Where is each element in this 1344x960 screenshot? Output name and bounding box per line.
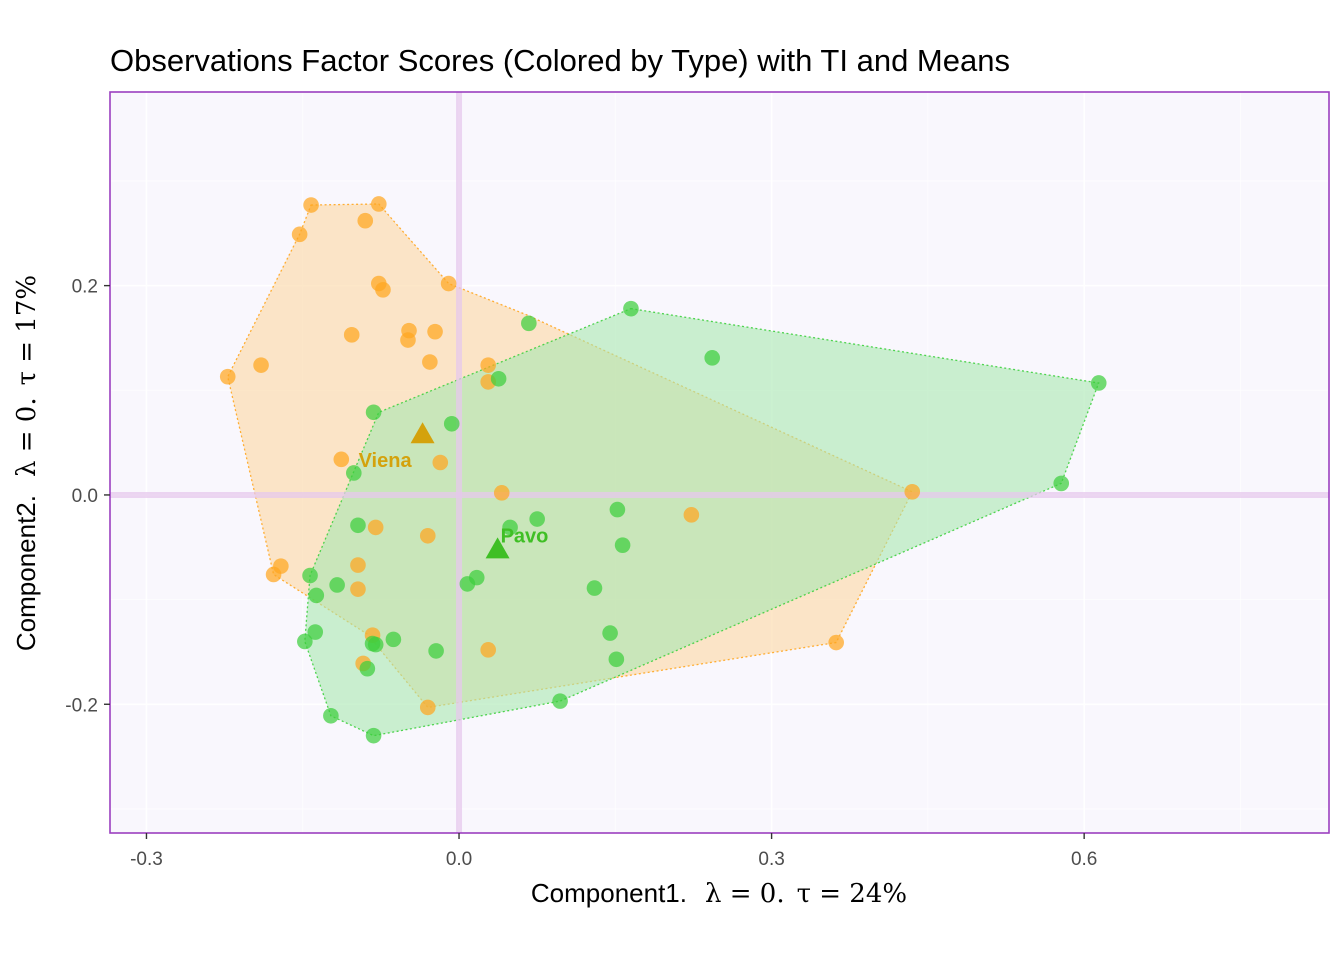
point-pavo <box>365 727 382 744</box>
y-axis-label: Component2. λ = 0. τ = 17% <box>11 275 42 651</box>
y-axis-label-prefix: Component2. <box>11 495 41 651</box>
point-pavo <box>552 693 568 709</box>
point-viena <box>219 368 236 385</box>
point-pavo <box>602 625 618 641</box>
point-pavo <box>614 537 631 553</box>
point-pavo <box>704 350 721 366</box>
point-pavo <box>459 576 476 592</box>
point-pavo <box>385 631 402 648</box>
point-pavo <box>490 370 507 387</box>
point-pavo <box>350 517 366 534</box>
point-pavo <box>1053 475 1070 492</box>
point-viena <box>253 357 269 373</box>
group-means: Viena Pavo <box>359 422 549 559</box>
point-viena <box>427 323 443 340</box>
point-pavo <box>623 300 639 317</box>
y-axis-tau: τ = 17% <box>12 275 42 386</box>
point-viena <box>375 282 391 298</box>
mean-marker-viena <box>410 422 435 444</box>
point-viena <box>480 642 497 658</box>
point-viena <box>265 566 282 583</box>
point-viena <box>367 519 384 536</box>
point-pavo <box>1090 375 1107 391</box>
point-viena <box>683 507 700 523</box>
point-pavo <box>443 415 460 432</box>
y-tick-label: 0.2 <box>72 277 98 298</box>
chart-title: Observations Factor Scores (Colored by T… <box>110 43 1010 78</box>
point-viena <box>828 634 844 651</box>
y-axis-lambda: λ = 0. <box>12 397 42 477</box>
x-tick-label: 0.6 <box>1071 849 1097 870</box>
point-viena <box>343 327 360 343</box>
mean-label-pavo: Pavo <box>501 525 549 547</box>
point-viena <box>419 527 436 544</box>
point-viena <box>400 332 416 348</box>
point-viena <box>419 699 436 716</box>
x-tick-label: -0.3 <box>130 849 163 870</box>
y-tick-label: -0.2 <box>65 695 98 716</box>
point-viena <box>350 581 366 597</box>
point-viena <box>493 485 510 501</box>
x-tick-label: 0.3 <box>758 849 784 870</box>
point-pavo <box>302 567 318 584</box>
point-viena <box>422 354 438 370</box>
point-pavo <box>521 315 537 332</box>
point-pavo <box>359 660 376 677</box>
x-axis-tau: τ = 24% <box>797 879 908 909</box>
point-pavo <box>428 643 444 659</box>
point-pavo <box>323 707 339 724</box>
mean-label-viena: Viena <box>359 450 413 472</box>
point-pavo <box>364 635 381 652</box>
point-pavo <box>308 587 325 604</box>
y-tick-label: 0.0 <box>72 486 98 507</box>
point-pavo <box>608 651 625 668</box>
x-axis-lambda: λ = 0. <box>705 879 785 909</box>
point-viena <box>291 226 308 243</box>
point-pavo <box>529 511 545 527</box>
x-axis-ticks: -0.3 0.0 0.3 0.6 <box>130 833 1097 870</box>
point-viena <box>357 212 374 229</box>
point-pavo <box>586 580 603 596</box>
x-tick-label: 0.0 <box>446 849 472 870</box>
point-viena <box>333 451 350 468</box>
point-viena <box>371 196 387 212</box>
point-viena <box>303 197 319 213</box>
plot-panel-border <box>109 91 1330 834</box>
point-viena <box>432 454 449 471</box>
point-viena <box>904 484 921 500</box>
mean-marker-pavo <box>485 537 510 559</box>
point-pavo <box>502 519 518 536</box>
point-viena <box>440 275 457 292</box>
point-pavo <box>307 624 324 640</box>
point-viena <box>480 357 497 373</box>
observation-points <box>219 196 1107 744</box>
point-viena <box>350 557 366 573</box>
point-pavo <box>329 577 345 593</box>
x-axis-label-prefix: Component1. <box>531 878 687 908</box>
y-axis-ticks: -0.2 0.0 0.2 <box>65 277 110 716</box>
x-axis-label: Component1. λ = 0. τ = 24% <box>531 878 907 909</box>
point-pavo <box>365 404 382 421</box>
origin-lines <box>110 92 1329 833</box>
point-pavo <box>297 633 313 650</box>
point-pavo <box>609 501 626 518</box>
point-pavo <box>346 465 362 481</box>
